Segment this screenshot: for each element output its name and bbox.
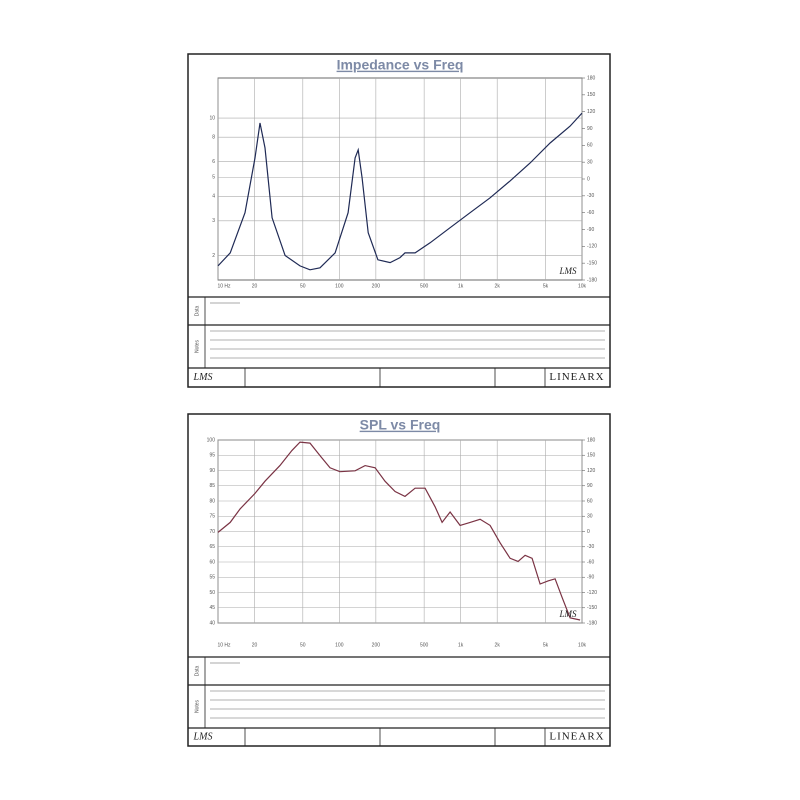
- section-label: Data: [194, 666, 200, 677]
- y2-tick-label: -120: [587, 590, 597, 596]
- y2-tick-label: -30: [587, 544, 594, 550]
- brand: LINEARX: [549, 371, 604, 383]
- y2-tick-label: 0: [587, 176, 590, 182]
- y2-tick-label: 150: [587, 92, 596, 98]
- chart-title: Impedance vs Freq: [337, 57, 464, 73]
- x-tick-label: 20: [252, 642, 258, 648]
- x-tick-label: 200: [372, 283, 381, 289]
- x-tick-label: 200: [372, 642, 381, 648]
- x-tick-label: 1k: [458, 642, 464, 648]
- y2-tick-label: 0: [587, 529, 590, 535]
- y-tick-label: 55: [209, 575, 215, 581]
- y2-tick-label: -180: [587, 277, 597, 283]
- y-tick-label: 45: [209, 605, 215, 611]
- x-tick-label: 10 Hz: [217, 283, 231, 289]
- y2-tick-label: 30: [587, 159, 593, 165]
- x-tick-label: 10k: [578, 283, 587, 289]
- y-tick-label: 60: [209, 559, 215, 565]
- footer-logo: LMS: [193, 731, 213, 742]
- footer-logo: LMS: [193, 372, 213, 383]
- y-tick-label: 50: [209, 590, 215, 596]
- x-tick-label: 2k: [495, 642, 501, 648]
- x-tick-label: 100: [335, 642, 344, 648]
- y2-tick-label: -30: [587, 193, 594, 199]
- x-tick-label: 100: [335, 283, 344, 289]
- y-tick-label: 95: [209, 453, 215, 459]
- y-tick-label: 3: [212, 218, 215, 224]
- section-label: Data: [194, 306, 200, 317]
- x-tick-label: 500: [420, 642, 429, 648]
- y-tick-label: 40: [209, 620, 215, 626]
- y2-tick-label: 90: [587, 483, 593, 489]
- y-tick-label: 8: [212, 134, 215, 140]
- y-tick-label: 5: [212, 175, 215, 181]
- data-line: [217, 112, 583, 271]
- section-label: Notes: [194, 339, 200, 353]
- watermark: LMS: [558, 266, 577, 276]
- section-label: Notes: [194, 699, 200, 713]
- y-tick-label: 65: [209, 544, 215, 550]
- data-line: [217, 441, 581, 621]
- y-tick-label: 10: [209, 115, 215, 121]
- y2-tick-label: -60: [587, 559, 594, 565]
- y-tick-label: 90: [209, 468, 215, 474]
- y2-tick-label: 90: [587, 126, 593, 132]
- y-tick-label: 4: [212, 194, 215, 200]
- y-tick-label: 2: [212, 253, 215, 259]
- x-tick-label: 500: [420, 283, 429, 289]
- y-tick-label: 75: [209, 514, 215, 520]
- y2-tick-label: 150: [587, 453, 596, 459]
- y2-tick-label: -60: [587, 210, 594, 216]
- y2-tick-label: -90: [587, 575, 594, 581]
- y2-tick-label: -150: [587, 260, 597, 266]
- y2-tick-label: -120: [587, 244, 597, 250]
- brand: LINEARX: [549, 731, 604, 743]
- x-tick-label: 5k: [543, 283, 549, 289]
- y2-tick-label: 120: [587, 468, 596, 474]
- watermark: LMS: [558, 609, 577, 619]
- y2-tick-label: 120: [587, 109, 596, 115]
- y-tick-label: 80: [209, 498, 215, 504]
- x-tick-label: 5k: [543, 642, 549, 648]
- y-tick-label: 6: [212, 159, 215, 165]
- plot-area: [217, 77, 583, 281]
- y2-tick-label: 180: [587, 75, 596, 81]
- y2-tick-label: -180: [587, 620, 597, 626]
- x-tick-label: 50: [300, 283, 306, 289]
- y2-tick-label: -90: [587, 227, 594, 233]
- chart-title: SPL vs Freq: [360, 417, 441, 433]
- x-tick-label: 1k: [458, 283, 464, 289]
- y2-tick-label: 30: [587, 514, 593, 520]
- y-tick-label: 85: [209, 483, 215, 489]
- x-tick-label: 50: [300, 642, 306, 648]
- y-tick-label: 70: [209, 529, 215, 535]
- y2-tick-label: -150: [587, 605, 597, 611]
- y-tick-label: 100: [207, 437, 216, 443]
- x-tick-label: 10 Hz: [217, 642, 231, 648]
- y2-tick-label: 60: [587, 498, 593, 504]
- x-tick-label: 10k: [578, 642, 587, 648]
- y2-tick-label: 60: [587, 143, 593, 149]
- x-tick-label: 20: [252, 283, 258, 289]
- y2-tick-label: 180: [587, 437, 596, 443]
- x-tick-label: 2k: [495, 283, 501, 289]
